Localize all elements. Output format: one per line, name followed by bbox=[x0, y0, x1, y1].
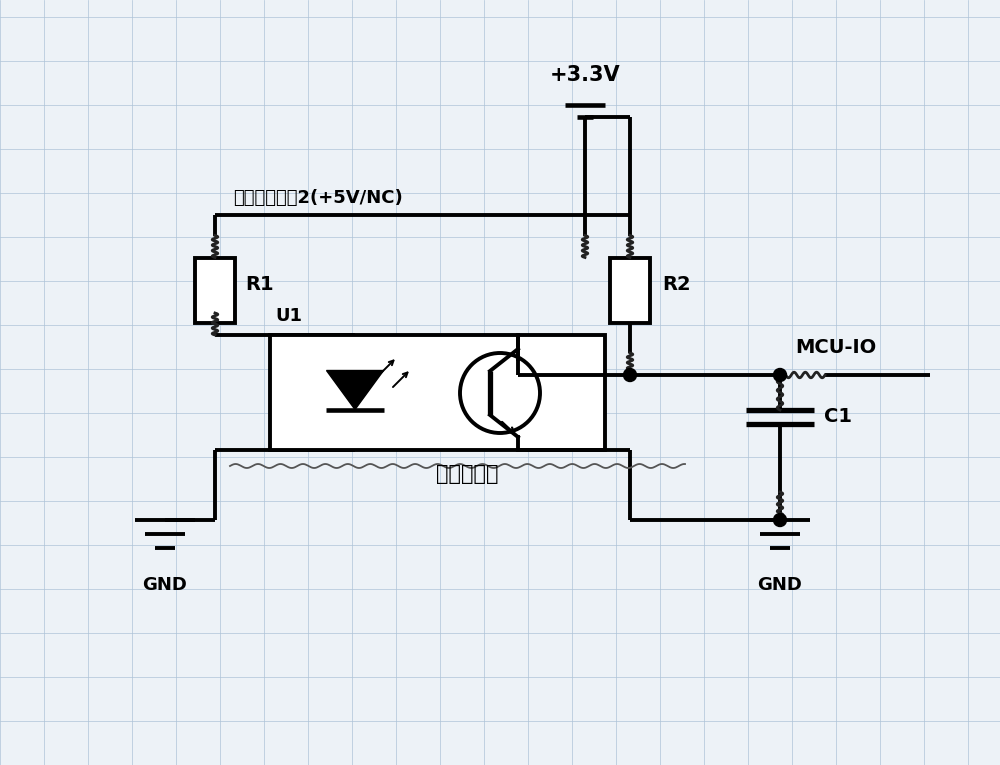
Text: R2: R2 bbox=[662, 275, 691, 295]
Text: C1: C1 bbox=[824, 408, 852, 427]
Text: GND: GND bbox=[758, 576, 802, 594]
Text: U1: U1 bbox=[275, 307, 302, 325]
Circle shape bbox=[774, 513, 786, 526]
Text: GND: GND bbox=[143, 576, 187, 594]
Text: +3.3V: +3.3V bbox=[550, 65, 620, 85]
Text: MCU-IO: MCU-IO bbox=[795, 338, 876, 357]
Bar bbox=[195, 258, 235, 323]
Polygon shape bbox=[326, 370, 384, 409]
Circle shape bbox=[624, 369, 637, 382]
Bar bbox=[270, 335, 605, 450]
Text: 光电耦合器: 光电耦合器 bbox=[436, 464, 499, 484]
Bar bbox=[610, 258, 650, 323]
Circle shape bbox=[774, 369, 786, 382]
Text: R1: R1 bbox=[245, 275, 274, 295]
Text: 状态检测触点2(+5V/NC): 状态检测触点2(+5V/NC) bbox=[233, 189, 403, 207]
